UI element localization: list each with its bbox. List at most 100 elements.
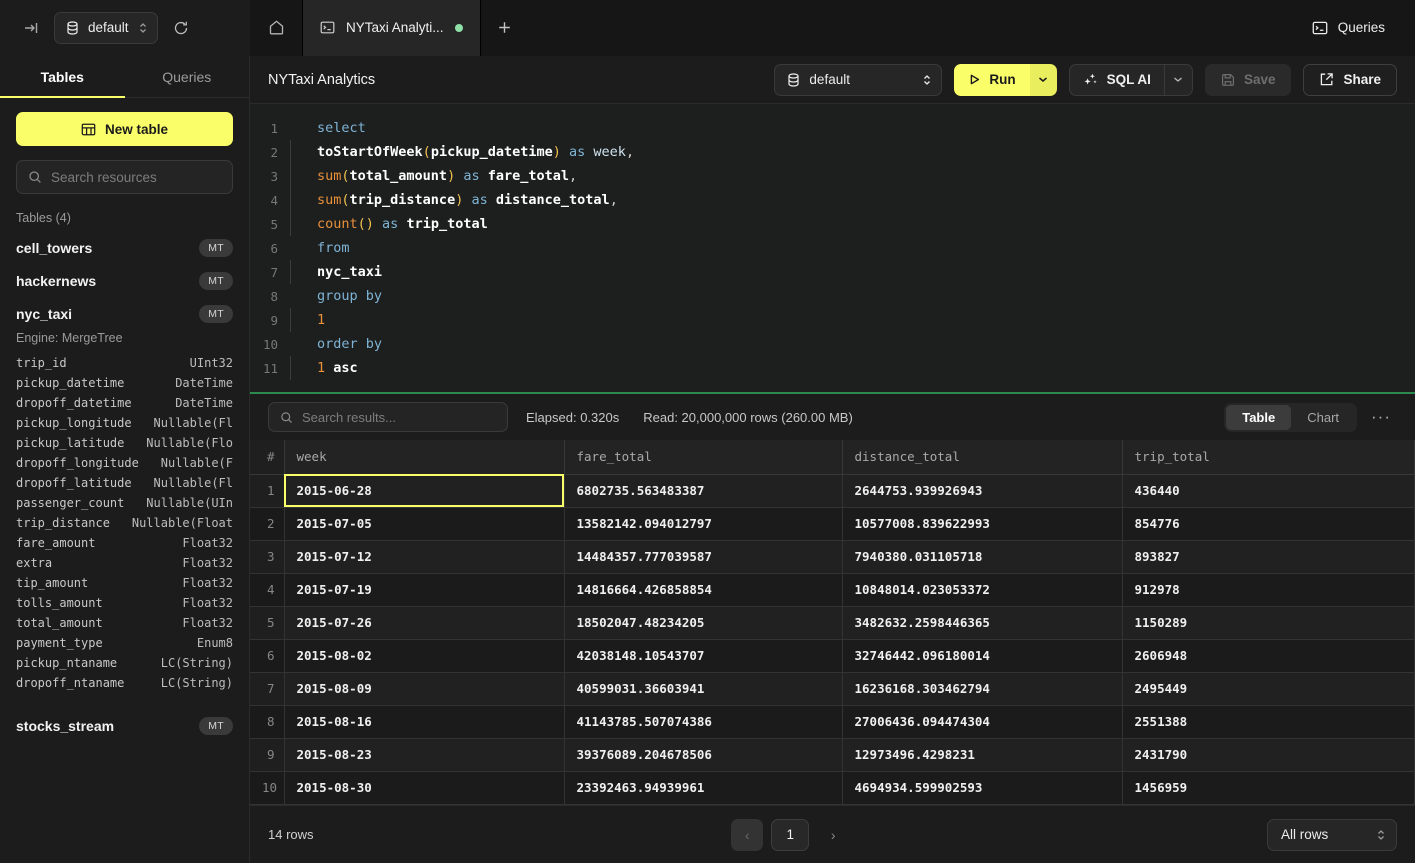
results-grid-container[interactable]: # week fare_total distance_total trip_to…: [250, 440, 1415, 805]
indent-guide: [290, 140, 291, 164]
table-row[interactable]: 7 2015-08-09 40599031.36603941 16236168.…: [250, 672, 1415, 706]
cell-distance_total[interactable]: 32746442.096180014: [842, 639, 1123, 673]
chevron-updown-icon: [922, 73, 932, 87]
cell-fare_total[interactable]: 41143785.507074386: [564, 705, 843, 739]
next-page-button[interactable]: ›: [830, 826, 836, 843]
table-row[interactable]: 5 2015-07-26 18502047.48234205 3482632.2…: [250, 606, 1415, 640]
cell-fare_total[interactable]: 13582142.094012797: [564, 507, 843, 541]
results-search-box[interactable]: [268, 402, 508, 432]
cell-week[interactable]: 2015-06-28: [284, 474, 565, 508]
cell-fare_total[interactable]: 18502047.48234205: [564, 606, 843, 640]
indent-guide: [290, 356, 291, 380]
share-button[interactable]: Share: [1303, 63, 1397, 96]
sidebar-tab-queries[interactable]: Queries: [125, 56, 250, 97]
sql-ai-dropdown[interactable]: [1163, 64, 1192, 95]
cell-week[interactable]: 2015-07-19: [284, 573, 565, 607]
collapse-sidebar-icon[interactable]: [18, 15, 44, 41]
run-options-dropdown[interactable]: [1029, 63, 1057, 96]
cell-week[interactable]: 2015-08-23: [284, 738, 565, 772]
results-more-options-icon[interactable]: ···: [1371, 407, 1391, 426]
table-row[interactable]: 8 2015-08-16 41143785.507074386 27006436…: [250, 705, 1415, 739]
cell-trip_total[interactable]: 2495449: [1122, 672, 1415, 706]
queries-button[interactable]: Queries: [1302, 13, 1395, 43]
cell-week[interactable]: 2015-07-26: [284, 606, 565, 640]
cell-fare_total[interactable]: 23392463.94939961: [564, 771, 843, 805]
cell-trip_total[interactable]: 912978: [1122, 573, 1415, 607]
cell-trip_total[interactable]: 1150289: [1122, 606, 1415, 640]
results-footer: 14 rows ‹ 1 › All rows: [250, 805, 1415, 863]
cell-distance_total[interactable]: 12973496.4298231: [842, 738, 1123, 772]
cell-distance_total[interactable]: 7940380.031105718: [842, 540, 1123, 574]
cell-distance_total[interactable]: 16236168.303462794: [842, 672, 1123, 706]
cell-distance_total[interactable]: 10577008.839622993: [842, 507, 1123, 541]
table-row[interactable]: 1 2015-06-28 6802735.563483387 2644753.9…: [250, 474, 1415, 508]
column-header-fare_total[interactable]: fare_total: [564, 440, 843, 475]
cell-distance_total[interactable]: 3482632.2598446365: [842, 606, 1123, 640]
cell-week[interactable]: 2015-07-05: [284, 507, 565, 541]
cell-fare_total[interactable]: 6802735.563483387: [564, 474, 843, 508]
page-number-input[interactable]: 1: [771, 818, 810, 851]
table-row[interactable]: 6 2015-08-02 42038148.10543707 32746442.…: [250, 639, 1415, 673]
cell-fare_total[interactable]: 14816664.426858854: [564, 573, 843, 607]
column-header-trip_total[interactable]: trip_total: [1122, 440, 1415, 475]
run-button[interactable]: Run: [954, 63, 1030, 96]
new-table-button[interactable]: New table: [16, 112, 233, 146]
column-type: Nullable(Fl: [153, 476, 233, 490]
search-resources-box[interactable]: [16, 160, 233, 194]
sidebar-table-nyc_taxi[interactable]: nyc_taxi MT: [16, 297, 233, 330]
column-name: pickup_datetime: [16, 376, 125, 390]
prev-page-button[interactable]: ‹: [731, 818, 764, 851]
cell-fare_total[interactable]: 40599031.36603941: [564, 672, 843, 706]
table-row[interactable]: 10 2015-08-30 23392463.94939961 4694934.…: [250, 771, 1415, 805]
sidebar-tab-tables[interactable]: Tables: [0, 56, 125, 98]
database-selector[interactable]: default: [54, 11, 158, 44]
sql-editor[interactable]: 1 select 2 toStartOfWeek(pickup_datetime…: [250, 104, 1415, 392]
query-tab-nytaxi-analytics[interactable]: NYTaxi Analyti...: [302, 0, 481, 56]
cell-fare_total[interactable]: 14484357.777039587: [564, 540, 843, 574]
table-row[interactable]: 3 2015-07-12 14484357.777039587 7940380.…: [250, 540, 1415, 574]
refresh-icon[interactable]: [168, 15, 194, 41]
cell-distance_total[interactable]: 27006436.094474304: [842, 705, 1123, 739]
cell-week[interactable]: 2015-08-09: [284, 672, 565, 706]
cell-week[interactable]: 2015-08-30: [284, 771, 565, 805]
search-resources-input[interactable]: [51, 169, 228, 185]
table-row[interactable]: 4 2015-07-19 14816664.426858854 10848014…: [250, 573, 1415, 607]
column-type: Nullable(F: [160, 456, 233, 470]
cell-trip_total[interactable]: 893827: [1122, 540, 1415, 574]
save-button[interactable]: Save: [1204, 63, 1292, 96]
cell-trip_total[interactable]: 436440: [1122, 474, 1415, 508]
cell-distance_total[interactable]: 10848014.023053372: [842, 573, 1123, 607]
cell-week[interactable]: 2015-07-12: [284, 540, 565, 574]
table-row[interactable]: 2 2015-07-05 13582142.094012797 10577008…: [250, 507, 1415, 541]
cell-fare_total[interactable]: 39376089.204678506: [564, 738, 843, 772]
sql-ai-button[interactable]: SQL AI: [1070, 65, 1164, 95]
cell-fare_total[interactable]: 42038148.10543707: [564, 639, 843, 673]
column-header-distance_total[interactable]: distance_total: [842, 440, 1123, 475]
cell-distance_total[interactable]: 4694934.599902593: [842, 771, 1123, 805]
column-header-week[interactable]: week: [284, 440, 565, 475]
sql-comma: ,: [625, 144, 635, 160]
query-database-selector[interactable]: default: [774, 63, 943, 96]
sidebar-table-hackernews[interactable]: hackernews MT: [16, 264, 233, 297]
results-search-input[interactable]: [302, 409, 496, 425]
cell-trip_total[interactable]: 2551388: [1122, 705, 1415, 739]
column-item: extra Float32: [16, 553, 233, 573]
cell-week[interactable]: 2015-08-16: [284, 705, 565, 739]
sidebar-table-stocks_stream[interactable]: stocks_stream MT: [16, 709, 233, 742]
cell-week[interactable]: 2015-08-02: [284, 639, 565, 673]
rows-per-page-selector[interactable]: All rows: [1267, 818, 1397, 851]
sidebar-table-cell_towers[interactable]: cell_towers MT: [16, 231, 233, 264]
table-row[interactable]: 9 2015-08-23 39376089.204678506 12973496…: [250, 738, 1415, 772]
view-mode-table[interactable]: Table: [1226, 404, 1292, 430]
view-mode-chart[interactable]: Chart: [1307, 409, 1340, 425]
new-tab-button[interactable]: [481, 0, 529, 56]
home-icon[interactable]: [250, 0, 302, 56]
column-type: Enum8: [196, 636, 233, 650]
cell-trip_total[interactable]: 2606948: [1122, 639, 1415, 673]
cell-trip_total[interactable]: 2431790: [1122, 738, 1415, 772]
cell-trip_total[interactable]: 1456959: [1122, 771, 1415, 805]
cell-distance_total[interactable]: 2644753.939926943: [842, 474, 1123, 508]
search-icon: [28, 170, 42, 184]
cell-trip_total[interactable]: 854776: [1122, 507, 1415, 541]
